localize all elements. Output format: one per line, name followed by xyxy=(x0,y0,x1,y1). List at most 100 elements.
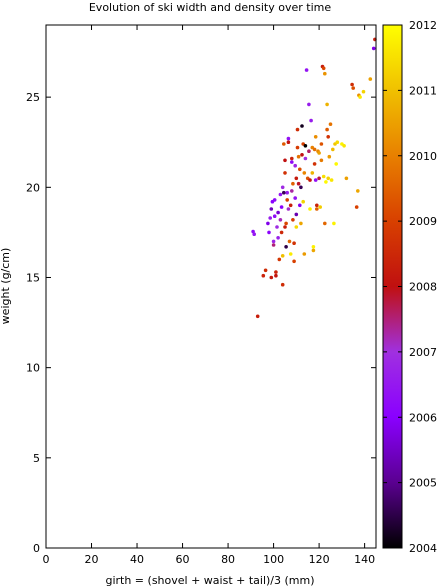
data-point xyxy=(282,190,286,195)
data-point xyxy=(285,198,290,202)
data-point xyxy=(325,127,329,132)
data-point xyxy=(323,221,327,226)
colorbar-tick-label: 2008 xyxy=(409,281,437,294)
data-point xyxy=(286,207,291,211)
data-point xyxy=(274,270,278,274)
data-point xyxy=(272,214,277,218)
x-tick-label: 140 xyxy=(354,553,375,566)
x-tick-label: 40 xyxy=(130,553,144,566)
data-point xyxy=(358,95,362,99)
data-point xyxy=(331,147,335,152)
data-point xyxy=(288,203,293,208)
data-point xyxy=(308,178,312,182)
data-point xyxy=(274,273,278,278)
x-tick-label: 20 xyxy=(85,553,99,566)
data-point xyxy=(282,142,286,146)
data-point xyxy=(294,225,299,229)
data-point xyxy=(283,158,287,163)
x-tick-label: 80 xyxy=(221,553,235,566)
data-point xyxy=(315,203,319,208)
data-point xyxy=(255,314,260,319)
data-point xyxy=(317,176,321,181)
axis-ticks: 0 20 40 60 80 100 120 140 0 5 10 15 20 25 xyxy=(26,25,376,566)
data-point xyxy=(288,252,293,256)
data-point xyxy=(266,221,270,226)
data-point xyxy=(321,66,326,71)
data-point xyxy=(315,207,319,211)
data-point xyxy=(283,225,287,229)
data-point xyxy=(300,153,304,157)
data-point xyxy=(319,158,324,163)
chart-title: Evolution of ski width and density over … xyxy=(89,1,331,14)
data-point xyxy=(291,218,295,222)
data-point xyxy=(292,241,296,245)
data-point xyxy=(276,236,280,240)
data-point xyxy=(321,174,326,179)
data-point xyxy=(290,189,294,193)
x-tick-label: 0 xyxy=(43,553,50,566)
data-point xyxy=(313,178,318,182)
data-point xyxy=(296,181,301,186)
data-point xyxy=(327,154,332,159)
data-point xyxy=(304,68,309,72)
data-point xyxy=(287,239,292,244)
data-point xyxy=(292,259,296,264)
data-point xyxy=(326,135,331,139)
data-point xyxy=(271,243,276,247)
data-point xyxy=(299,185,303,190)
data-point xyxy=(351,86,356,90)
data-point xyxy=(275,225,279,229)
data-point xyxy=(312,147,317,152)
data-point xyxy=(313,135,318,139)
data-point xyxy=(302,252,307,256)
data-point xyxy=(278,218,283,222)
colorbar-tick-label: 2009 xyxy=(409,215,437,228)
data-point xyxy=(311,248,316,253)
data-point xyxy=(354,205,359,209)
data-point xyxy=(285,190,290,195)
data-point xyxy=(269,207,274,211)
x-tick-label: 100 xyxy=(263,553,284,566)
data-point xyxy=(328,122,333,126)
colorbar-ticks: 2004 2005 2006 2007 2008 2009 2010 2011 2012 xyxy=(383,19,437,555)
data-point xyxy=(284,245,288,249)
data-point xyxy=(286,136,291,141)
data-point xyxy=(269,275,274,280)
data-point xyxy=(350,82,354,87)
data-point xyxy=(271,239,276,244)
data-point xyxy=(332,221,336,226)
y-tick-label: 25 xyxy=(26,91,40,104)
data-point xyxy=(342,144,346,148)
data-point xyxy=(371,46,376,51)
data-point xyxy=(329,178,334,182)
data-point xyxy=(261,273,266,278)
data-point xyxy=(307,102,311,107)
data-point xyxy=(299,221,303,226)
data-point xyxy=(317,151,321,155)
data-point xyxy=(309,118,313,123)
data-point xyxy=(335,140,340,144)
data-point xyxy=(308,207,312,211)
data-point xyxy=(300,124,304,128)
data-point xyxy=(267,230,271,235)
data-point xyxy=(286,140,291,144)
data-point xyxy=(252,232,256,236)
data-point xyxy=(278,192,283,197)
x-tick-label: 60 xyxy=(176,553,190,566)
data-point xyxy=(302,171,307,175)
data-point xyxy=(324,180,328,184)
y-tick-label: 20 xyxy=(26,181,40,194)
x-axis-label: girth = (shovel + waist + tail)/3 (mm) xyxy=(105,574,314,586)
data-points xyxy=(251,37,377,319)
data-point xyxy=(280,185,285,190)
plot-frame xyxy=(45,24,377,549)
data-point xyxy=(318,205,323,209)
data-point xyxy=(307,149,311,153)
colorbar-tick-label: 2011 xyxy=(409,84,437,97)
data-point xyxy=(276,210,280,215)
x-tick-label: 120 xyxy=(309,553,330,566)
data-point xyxy=(280,254,285,258)
colorbar-tick-label: 2005 xyxy=(409,477,437,490)
y-axis-label: weight (g/cm) xyxy=(0,248,12,325)
